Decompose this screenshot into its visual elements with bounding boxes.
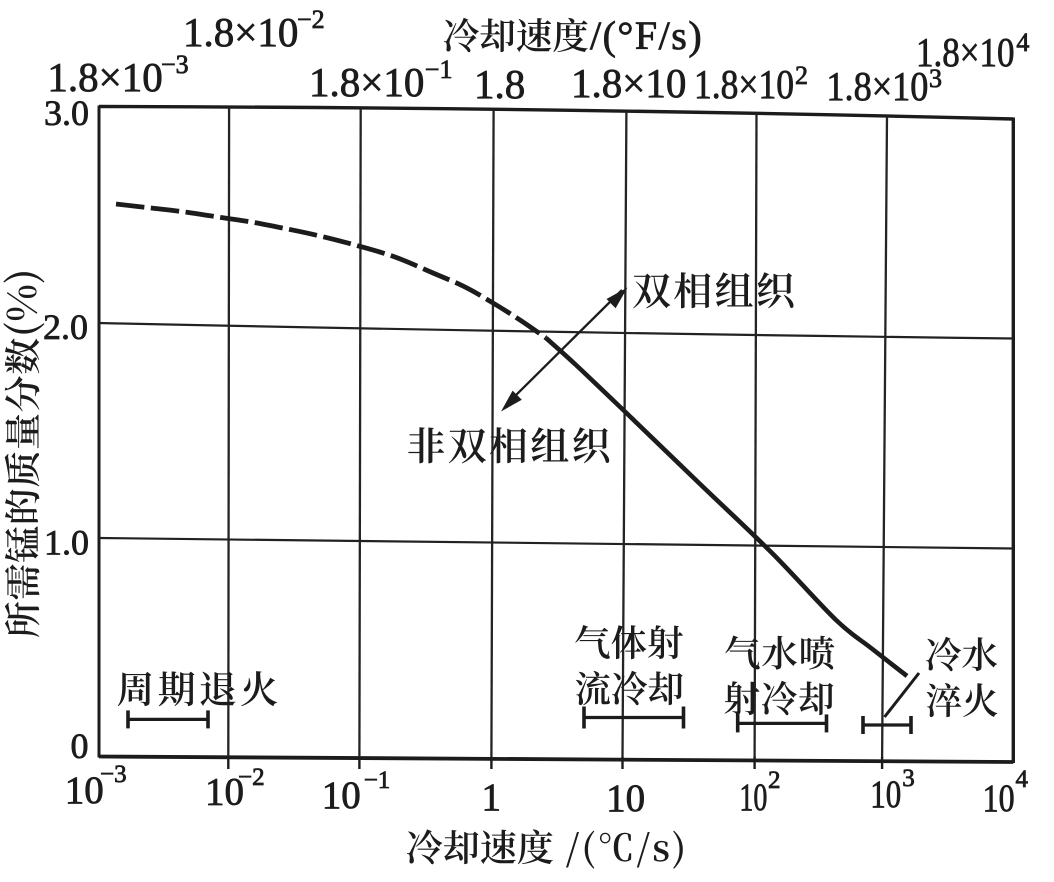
- svg-text:10: 10: [739, 776, 767, 819]
- svg-text:10: 10: [983, 777, 1015, 820]
- svg-text:3: 3: [929, 64, 942, 93]
- svg-text:2: 2: [768, 767, 781, 794]
- svg-text:10: 10: [322, 774, 361, 817]
- svg-text:1.8×10: 1.8×10: [694, 61, 794, 107]
- svg-text:1.8×10: 1.8×10: [571, 60, 686, 106]
- svg-text:1.8×10: 1.8×10: [916, 29, 1015, 75]
- svg-text:10: 10: [205, 771, 244, 814]
- svg-text:−3: −3: [161, 50, 189, 79]
- svg-text:1.8×10: 1.8×10: [309, 59, 424, 105]
- svg-text:1.8: 1.8: [474, 61, 525, 107]
- svg-text:−3: −3: [100, 761, 127, 788]
- svg-text:10: 10: [606, 777, 645, 820]
- svg-text:2: 2: [795, 61, 808, 90]
- svg-text:4: 4: [1016, 28, 1029, 57]
- svg-text:1.8×10: 1.8×10: [47, 54, 162, 100]
- svg-text:−2: −2: [238, 764, 265, 791]
- svg-text:−2: −2: [297, 5, 325, 34]
- svg-text:0: 0: [71, 726, 89, 766]
- svg-text:1.8×10: 1.8×10: [826, 63, 928, 109]
- svg-text:3: 3: [902, 765, 915, 792]
- svg-text:10: 10: [65, 769, 104, 812]
- svg-text:10: 10: [870, 773, 901, 816]
- svg-text:1.0: 1.0: [44, 523, 89, 563]
- svg-text:−1: −1: [425, 55, 453, 84]
- svg-text:−1: −1: [364, 767, 391, 794]
- svg-text:3.0: 3.0: [44, 93, 89, 133]
- svg-text:4: 4: [1016, 766, 1029, 793]
- svg-text:1.8×10: 1.8×10: [183, 9, 298, 55]
- svg-text:1: 1: [482, 776, 502, 819]
- svg-text:2.0: 2.0: [43, 307, 88, 347]
- svg-text:/(°F/s): /(°F/s): [590, 13, 703, 58]
